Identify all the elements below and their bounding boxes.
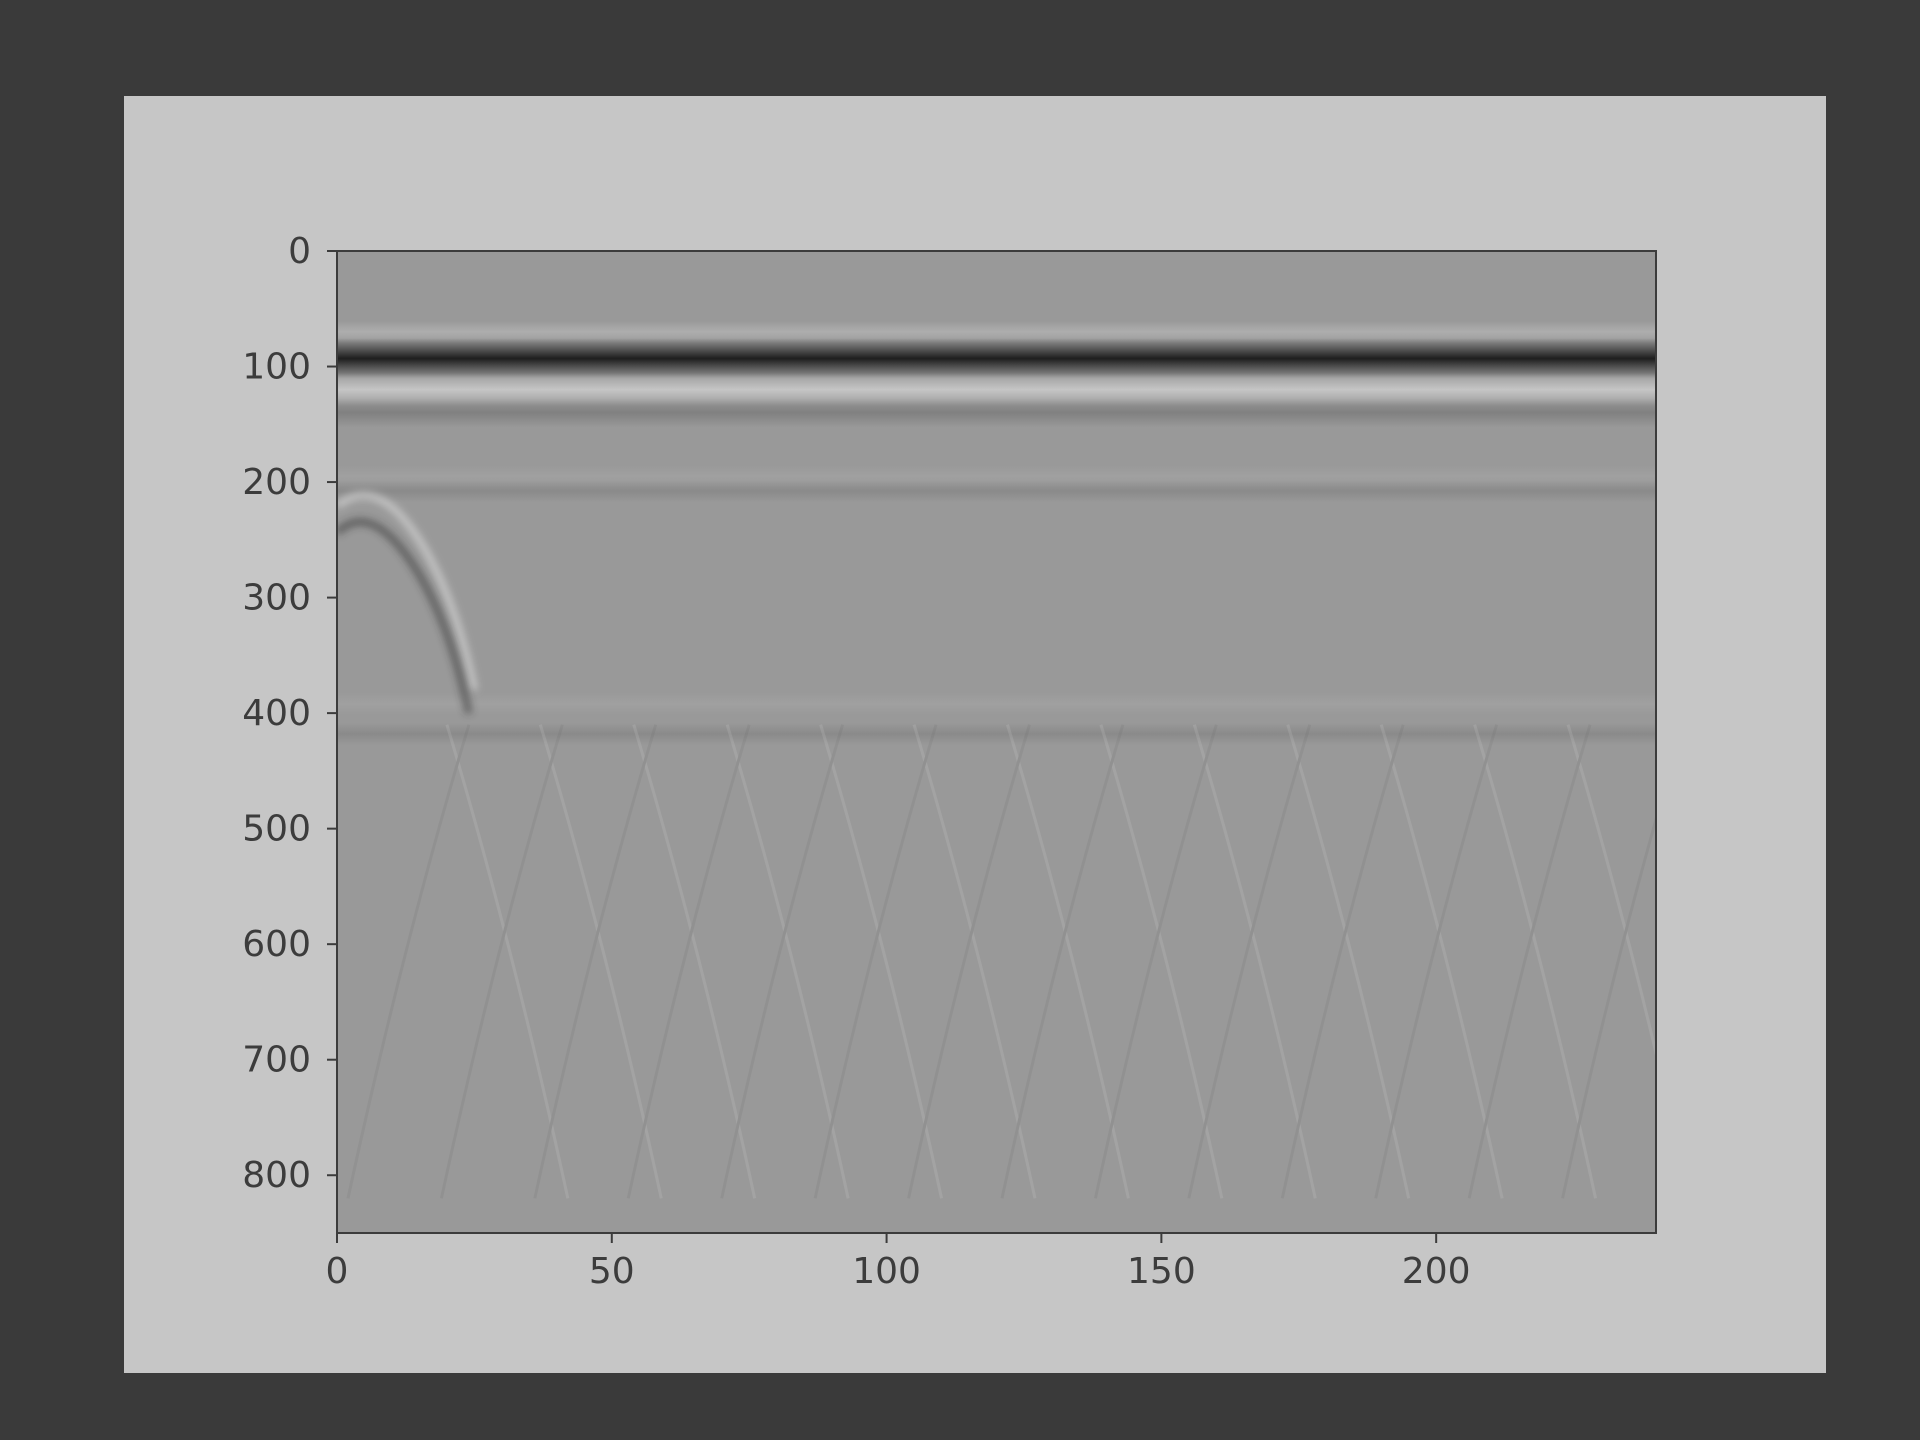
diffraction-streak bbox=[725, 724, 850, 1199]
diffraction-streak bbox=[632, 724, 757, 1199]
diffraction-streak bbox=[533, 724, 658, 1199]
diffraction-streak bbox=[1374, 724, 1499, 1199]
diffraction-streak bbox=[439, 724, 564, 1199]
x-axis: 0 50 100 150 200 bbox=[326, 1233, 1471, 1292]
diffraction-streak bbox=[1379, 724, 1504, 1199]
diffraction-streak bbox=[912, 724, 1037, 1199]
y-tick-label: 300 bbox=[242, 578, 311, 619]
diffraction-streak bbox=[1000, 724, 1125, 1199]
y-tick-label: 500 bbox=[242, 809, 311, 850]
diffraction-streak bbox=[346, 724, 471, 1199]
diffraction-streak bbox=[626, 724, 751, 1199]
diffraction-streak bbox=[1473, 724, 1598, 1199]
diffraction-streak bbox=[720, 724, 845, 1199]
diffraction-streak bbox=[1280, 724, 1405, 1199]
diffraction-streak bbox=[907, 724, 1031, 1199]
x-tick-label: 100 bbox=[852, 1251, 921, 1292]
horizontal-band bbox=[337, 397, 1656, 428]
diffraction-streak bbox=[1561, 813, 1656, 1199]
hyperbola-reflection bbox=[337, 518, 473, 714]
diffraction-streak bbox=[1467, 724, 1592, 1199]
y-tick-label: 800 bbox=[242, 1155, 311, 1196]
x-tick-label: 150 bbox=[1127, 1251, 1196, 1292]
diffraction-streak bbox=[1566, 724, 1656, 1060]
heatmap-image bbox=[337, 251, 1782, 1233]
horizontal-band bbox=[337, 338, 1656, 379]
diffraction-streak bbox=[1661, 725, 1782, 1199]
plot-frame bbox=[336, 250, 1657, 1234]
horizontal-band bbox=[337, 692, 1656, 715]
diffraction-streak bbox=[1099, 724, 1224, 1199]
diffraction-streak bbox=[538, 724, 663, 1199]
y-tick-label: 0 bbox=[288, 231, 311, 272]
y-axis: 0 100 200 300 400 500 600 700 800 bbox=[242, 231, 337, 1196]
y-tick-label: 100 bbox=[242, 347, 311, 388]
diffraction-streak bbox=[813, 724, 938, 1199]
horizontal-band bbox=[337, 320, 1656, 343]
y-tick-label: 700 bbox=[242, 1040, 311, 1081]
horizontal-band bbox=[337, 480, 1656, 503]
diffraction-streak bbox=[819, 724, 944, 1199]
diffraction-streak bbox=[445, 724, 570, 1199]
diffraction-streak bbox=[1093, 724, 1218, 1199]
y-tick-label: 400 bbox=[242, 693, 311, 734]
diffraction-streak bbox=[1192, 724, 1317, 1199]
y-tick-label: 200 bbox=[242, 462, 311, 503]
x-tick-label: 50 bbox=[589, 1251, 635, 1292]
diffraction-streak bbox=[1187, 724, 1312, 1199]
x-tick-label: 200 bbox=[1402, 1251, 1471, 1292]
horizontal-band bbox=[337, 722, 1656, 746]
y-tick-label: 600 bbox=[242, 924, 311, 965]
hyperbola-reflection bbox=[337, 491, 478, 691]
diffraction-texture bbox=[346, 724, 1782, 1199]
x-tick-label: 0 bbox=[326, 1251, 349, 1292]
diffraction-streak bbox=[1006, 724, 1130, 1199]
diffraction-streak bbox=[1286, 724, 1411, 1199]
